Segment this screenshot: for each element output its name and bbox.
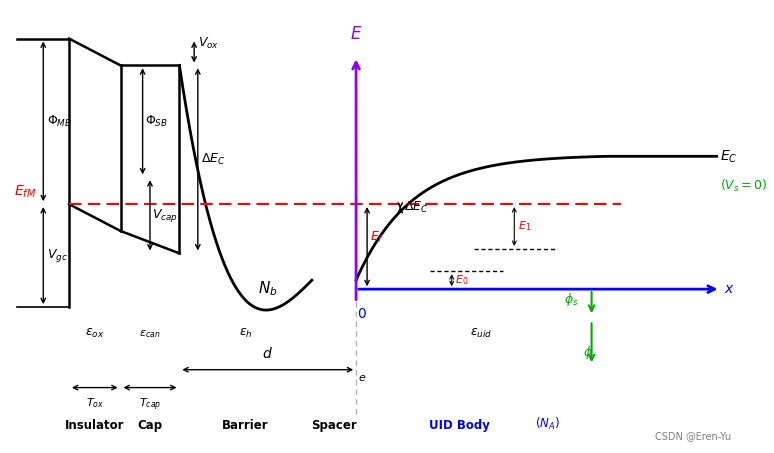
Text: $\varepsilon_{uid}$: $\varepsilon_{uid}$ bbox=[470, 328, 492, 341]
Text: $E_C$: $E_C$ bbox=[721, 148, 738, 164]
Text: $d$: $d$ bbox=[262, 346, 273, 361]
Text: $T_{cap}$: $T_{cap}$ bbox=[139, 396, 161, 413]
Text: $\varepsilon_{can}$: $\varepsilon_{can}$ bbox=[139, 328, 161, 340]
Text: $V_{gc}$: $V_{gc}$ bbox=[47, 247, 68, 264]
Text: $(N_A)$: $(N_A)$ bbox=[535, 416, 560, 432]
Text: $\phi_s$: $\phi_s$ bbox=[563, 290, 578, 308]
Text: $E$: $E$ bbox=[350, 25, 362, 43]
Text: $\Phi_{SB}$: $\Phi_{SB}$ bbox=[145, 114, 168, 129]
Text: $\varepsilon_{ox}$: $\varepsilon_{ox}$ bbox=[85, 328, 104, 341]
Text: $V_{ox}$: $V_{ox}$ bbox=[198, 35, 219, 51]
Text: $N_b$: $N_b$ bbox=[258, 280, 278, 299]
Text: $\Phi_{MB}$: $\Phi_{MB}$ bbox=[47, 114, 72, 129]
Text: Barrier: Barrier bbox=[222, 419, 269, 432]
Text: $\Delta E_C$: $\Delta E_C$ bbox=[404, 200, 429, 215]
Text: $\Delta E_C$: $\Delta E_C$ bbox=[201, 152, 226, 167]
Text: $V_{cap}$: $V_{cap}$ bbox=[152, 207, 178, 224]
Text: $T_{ox}$: $T_{ox}$ bbox=[86, 396, 104, 410]
Text: $E_0$: $E_0$ bbox=[455, 273, 469, 287]
Text: $x$: $x$ bbox=[724, 282, 735, 296]
Text: $\varepsilon_h$: $\varepsilon_h$ bbox=[239, 328, 252, 341]
Text: $E_f$: $E_f$ bbox=[370, 230, 384, 245]
Text: CSDN @Eren-Yu: CSDN @Eren-Yu bbox=[656, 431, 731, 441]
Text: $\phi$: $\phi$ bbox=[583, 344, 593, 361]
Text: $E_1$: $E_1$ bbox=[518, 220, 531, 233]
Text: $e$: $e$ bbox=[358, 373, 367, 383]
Text: $E_{fM}$: $E_{fM}$ bbox=[14, 183, 36, 200]
Text: $0$: $0$ bbox=[357, 307, 367, 321]
Text: Cap: Cap bbox=[138, 419, 163, 432]
Text: Insulator: Insulator bbox=[65, 419, 125, 432]
Text: $(V_s = 0)$: $(V_s = 0)$ bbox=[721, 178, 768, 194]
Text: UID Body: UID Body bbox=[429, 419, 489, 432]
Text: Spacer: Spacer bbox=[311, 419, 357, 432]
